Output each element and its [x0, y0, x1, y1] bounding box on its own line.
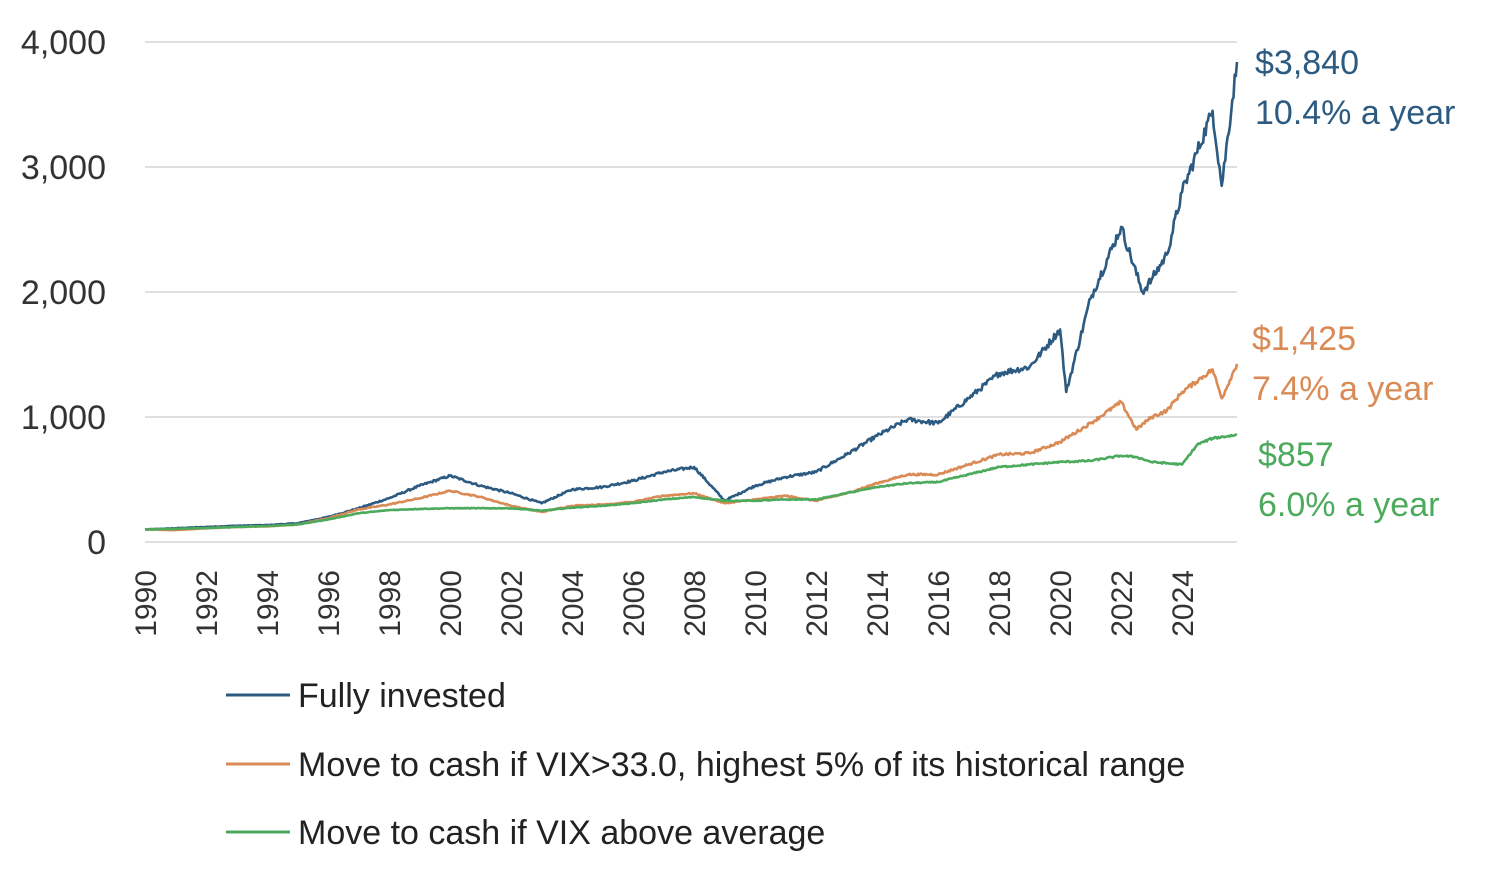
x-tick-label: 2012 [801, 570, 834, 637]
x-tick-label: 2020 [1045, 570, 1078, 637]
end-rate-label: 7.4% a year [1252, 370, 1433, 408]
gridlines [145, 41, 1237, 543]
x-tick-label: 1994 [252, 570, 285, 637]
legend-label: Move to cash if VIX above average [298, 814, 825, 852]
x-tick-label: 1992 [191, 570, 224, 637]
legend-label: Move to cash if VIX>33.0, highest 5% of … [298, 746, 1185, 784]
x-tick-label: 2018 [984, 570, 1017, 637]
y-tick-label: 4,000 [21, 24, 106, 62]
y-axis: 0 1,000 2,000 3,000 4,000 [21, 24, 106, 562]
x-tick-label: 1996 [313, 570, 346, 637]
x-tick-label: 2010 [740, 570, 773, 637]
end-value-label: $1,425 [1252, 320, 1356, 358]
y-tick-label: 1,000 [21, 399, 106, 437]
y-tick-label: 2,000 [21, 274, 106, 312]
x-tick-label: 2022 [1106, 570, 1139, 637]
end-value-label: $857 [1258, 436, 1334, 474]
end-rate-label: 10.4% a year [1255, 94, 1455, 132]
x-tick-label: 2000 [435, 570, 468, 637]
x-tick-label: 2004 [557, 570, 590, 637]
x-tick-label: 2024 [1167, 570, 1200, 637]
x-tick-label: 1990 [130, 570, 163, 637]
series-line [144, 61, 1239, 531]
x-axis: 1990 1992 1994 1996 1998 2000 2002 2004 2006 2008… [130, 570, 1200, 637]
series-line [144, 433, 1238, 531]
series-line [144, 363, 1239, 532]
x-tick-label: 1998 [374, 570, 407, 637]
y-tick-label: 0 [87, 524, 106, 562]
legend: Fully invested Move to cash if VIX>33.0, … [226, 677, 1185, 852]
y-tick-label: 3,000 [21, 149, 106, 187]
x-tick-label: 2014 [862, 570, 895, 637]
end-labels: $3,840 10.4% a year $1,425 7.4% a year $857 6… [1252, 44, 1455, 524]
x-tick-label: 2002 [496, 570, 529, 637]
legend-label: Fully invested [298, 677, 506, 715]
end-rate-label: 6.0% a year [1258, 486, 1439, 524]
end-value-label: $3,840 [1255, 44, 1359, 82]
x-tick-label: 2006 [618, 570, 651, 637]
series-lines [144, 61, 1239, 532]
x-tick-label: 2016 [923, 570, 956, 637]
x-tick-label: 2008 [679, 570, 712, 637]
